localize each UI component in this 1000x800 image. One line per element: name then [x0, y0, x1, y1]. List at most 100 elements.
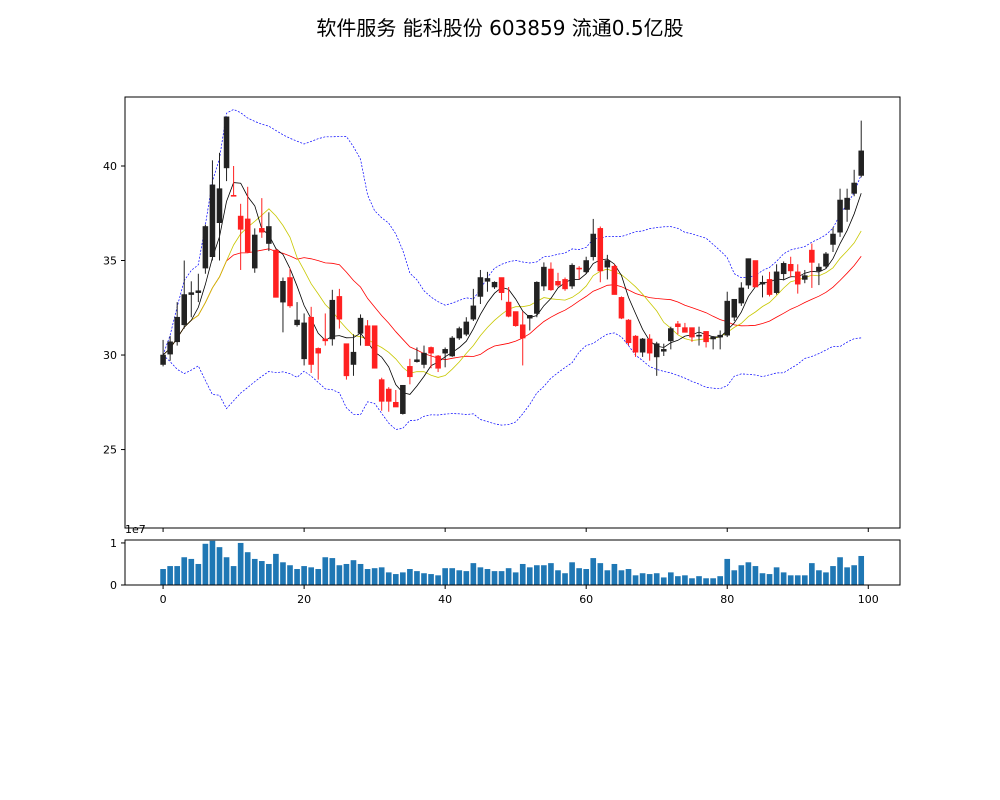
candle — [653, 341, 660, 376]
candle — [160, 339, 166, 367]
candle-body — [456, 328, 463, 339]
candle-body — [357, 317, 364, 334]
candle-body — [428, 347, 434, 354]
candle-body — [167, 341, 173, 355]
candle-body — [646, 338, 653, 354]
volume-bar — [703, 578, 709, 585]
candle — [759, 275, 766, 298]
x-tick-label: 100 — [858, 593, 879, 606]
candle — [569, 263, 575, 289]
volume-bar — [230, 566, 237, 585]
candle-body — [724, 300, 730, 336]
volume-bar — [364, 569, 371, 585]
candle-body — [160, 354, 166, 365]
volume-bar — [378, 567, 385, 585]
volume-bar — [237, 542, 244, 585]
volume-bar — [463, 571, 470, 585]
candle-body — [604, 260, 611, 268]
candle — [604, 254, 611, 280]
volume-bar — [371, 568, 378, 585]
candle-body — [280, 281, 286, 303]
candle-body — [378, 379, 385, 402]
volume-bar — [329, 558, 336, 585]
volume-bar — [639, 573, 646, 585]
volume-bar — [611, 563, 618, 585]
candle-body — [202, 226, 209, 269]
candle — [251, 228, 258, 273]
volume-bar — [251, 558, 258, 585]
volume-bar — [209, 540, 216, 585]
candle — [209, 160, 216, 261]
candle — [350, 334, 357, 376]
candle-body — [449, 337, 455, 357]
candle-body — [773, 271, 780, 293]
candle — [851, 169, 857, 197]
candle — [583, 256, 589, 274]
bollinger-upper-line — [162, 109, 862, 356]
candle-body — [393, 401, 399, 408]
candle-body — [505, 301, 512, 317]
candle — [703, 331, 709, 348]
candle-body — [259, 228, 265, 233]
volume-bar — [780, 572, 787, 585]
candle — [717, 330, 723, 350]
candle — [689, 327, 695, 342]
candle-body — [844, 197, 850, 210]
volume-bar — [308, 567, 314, 585]
volume-bar — [745, 562, 752, 585]
volume-bar — [498, 571, 505, 585]
candle — [724, 291, 730, 338]
candle — [414, 347, 420, 363]
candle — [534, 281, 540, 318]
candle-body — [287, 277, 293, 307]
candle-body — [717, 334, 723, 338]
volume-bar — [766, 574, 773, 585]
candle — [823, 252, 829, 269]
candle-body — [710, 336, 716, 340]
volume-bar — [435, 575, 441, 585]
volume-bar — [710, 578, 716, 585]
volume-bar — [167, 566, 173, 585]
candle — [809, 243, 815, 288]
candle-body — [569, 264, 575, 287]
x-tick-label: 20 — [297, 593, 311, 606]
candle — [773, 264, 780, 295]
x-tick-label: 60 — [579, 593, 593, 606]
candle-body — [632, 335, 639, 353]
candle-body — [181, 294, 188, 326]
volume-bar — [569, 562, 575, 585]
x-tick-label: 40 — [438, 593, 452, 606]
candle-body — [759, 281, 766, 285]
candle-body — [350, 351, 357, 365]
volume-bar — [526, 567, 533, 585]
volume-bar — [160, 569, 166, 585]
candle-body — [237, 215, 244, 230]
candle-body — [294, 319, 300, 326]
candle — [167, 336, 173, 361]
candle-body — [738, 287, 745, 304]
candle — [802, 269, 808, 284]
candle — [512, 311, 519, 327]
volume-y-tick-label: 1 — [110, 537, 117, 550]
candle-body — [816, 266, 822, 272]
volume-bar — [752, 566, 759, 585]
candle — [364, 320, 371, 346]
candle — [738, 282, 745, 306]
candle-body — [809, 249, 815, 263]
volume-bar — [336, 565, 343, 585]
candle-body — [477, 277, 484, 297]
volume-bar — [604, 570, 611, 585]
candle-body — [244, 218, 251, 253]
candle — [470, 288, 477, 322]
candle-body — [611, 265, 618, 295]
volume-bar — [519, 563, 526, 585]
candle — [216, 152, 223, 261]
volume-bar — [562, 573, 568, 585]
candle — [527, 315, 533, 331]
candle-body — [794, 271, 801, 285]
candle — [428, 346, 434, 369]
candle — [484, 271, 491, 292]
candle — [837, 188, 843, 237]
candle — [498, 277, 505, 301]
